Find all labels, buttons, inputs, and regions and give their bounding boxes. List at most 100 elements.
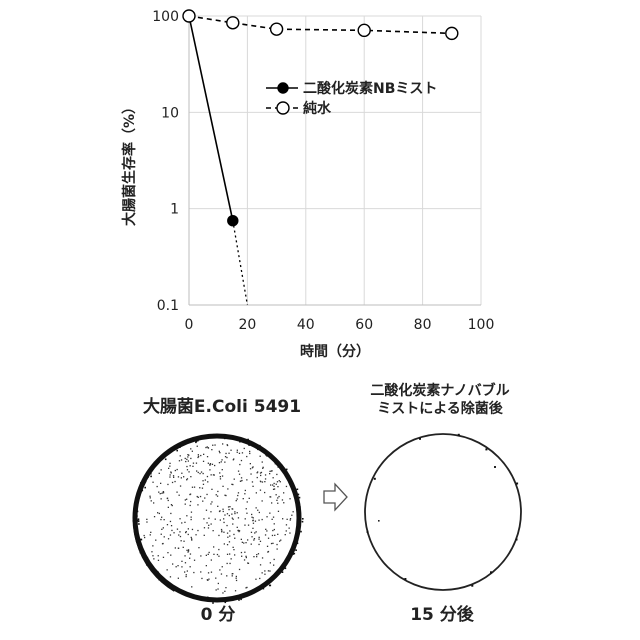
rim-speck [243, 595, 245, 597]
colony-dot [265, 474, 266, 475]
rim-speck [281, 465, 283, 467]
rim-speck [192, 438, 194, 440]
colony-dot [157, 486, 158, 487]
rim-speck [140, 552, 142, 554]
colony-dot [163, 492, 164, 493]
colony-dot [212, 445, 213, 446]
x-tick-label: 100 [468, 317, 495, 333]
colony-dot [229, 530, 230, 531]
colony-dot [272, 530, 273, 531]
rim-speck [137, 500, 139, 502]
rim-speck [296, 527, 298, 529]
colony-dot [272, 519, 273, 520]
colony-dot [229, 563, 230, 564]
colony-dot [202, 488, 203, 489]
rim-speck [220, 434, 222, 436]
rim-speck [159, 576, 161, 578]
colony-dot [169, 476, 170, 477]
colony-dot [203, 461, 204, 462]
rim-speck [295, 543, 297, 545]
colony-dot [160, 519, 161, 520]
rim-speck [299, 518, 301, 520]
colony-dot [151, 500, 152, 501]
colony-dot [254, 538, 255, 539]
colony-dot [211, 572, 212, 573]
colony-dot [172, 563, 173, 564]
colony-dot [268, 570, 269, 571]
colony-dot [193, 463, 194, 464]
colony-dot [170, 555, 171, 556]
rim-speck [209, 600, 211, 602]
colony-dot [234, 511, 235, 512]
colony-dot [205, 479, 206, 480]
colony-dot [190, 505, 191, 506]
colony-dot [243, 498, 244, 499]
rim-speck [273, 458, 275, 460]
colony-dot [201, 471, 202, 472]
colony-dot [237, 527, 238, 528]
colony-dot [161, 529, 162, 530]
rim-speck [209, 436, 211, 438]
rim-speck [136, 515, 138, 517]
colony-dot [191, 539, 192, 540]
colony-dot [161, 469, 162, 470]
rim-speck [213, 435, 215, 437]
colony-dot [276, 544, 277, 545]
colony-dot [273, 486, 274, 487]
colony-dot [167, 524, 168, 525]
colony-dot [262, 519, 263, 520]
rim-speck [292, 553, 294, 555]
colony-dot [178, 534, 179, 535]
colony-dot [219, 569, 220, 570]
rim-speck [165, 584, 167, 586]
colony-dot [227, 537, 228, 538]
colony-dot [208, 527, 209, 528]
colony-dot [181, 561, 182, 562]
colony-dot [253, 523, 254, 524]
colony-dot [221, 573, 222, 574]
colony-dot [253, 539, 254, 540]
rim-speck [137, 511, 139, 513]
rim-speck [190, 595, 192, 597]
colony-dot [245, 556, 246, 557]
colony-dot [279, 541, 280, 542]
colony-dot [217, 554, 218, 555]
rim-speck [246, 594, 248, 596]
colony-dot [283, 502, 284, 503]
colony-dot [244, 525, 245, 526]
colony-dot [203, 484, 204, 485]
colony-dot [221, 531, 222, 532]
colony-dot [229, 515, 230, 516]
colony-dot [250, 473, 251, 474]
colony-dot [259, 512, 260, 513]
colony-dot [244, 448, 245, 449]
colony-dot [183, 547, 184, 548]
colony-dot [185, 499, 186, 500]
colony-dot [168, 468, 169, 469]
colony-dot [222, 566, 223, 567]
rim-speck [299, 497, 301, 499]
colony-dot [274, 529, 275, 530]
colony-dot [164, 519, 165, 520]
colony-dot [179, 460, 180, 461]
speck [516, 539, 518, 541]
colony-dot [222, 509, 223, 510]
colony-dot [228, 506, 229, 507]
colony-dot [250, 468, 251, 469]
left-dish-rim-shadow [135, 480, 175, 590]
colony-dot [255, 521, 256, 522]
colony-dot [227, 444, 228, 445]
colony-dot [149, 496, 150, 497]
colony-dot [224, 462, 225, 463]
x-tick-labels: 020406080100 [185, 317, 495, 333]
speck [378, 520, 380, 522]
colony-dot [220, 478, 221, 479]
rim-speck [184, 441, 186, 443]
colony-dot [202, 480, 203, 481]
rim-speck [262, 587, 264, 589]
rim-speck [149, 565, 151, 567]
colony-dot [188, 534, 189, 535]
rim-speck [262, 448, 264, 450]
rim-speck [147, 476, 149, 478]
colony-dot [237, 512, 238, 513]
